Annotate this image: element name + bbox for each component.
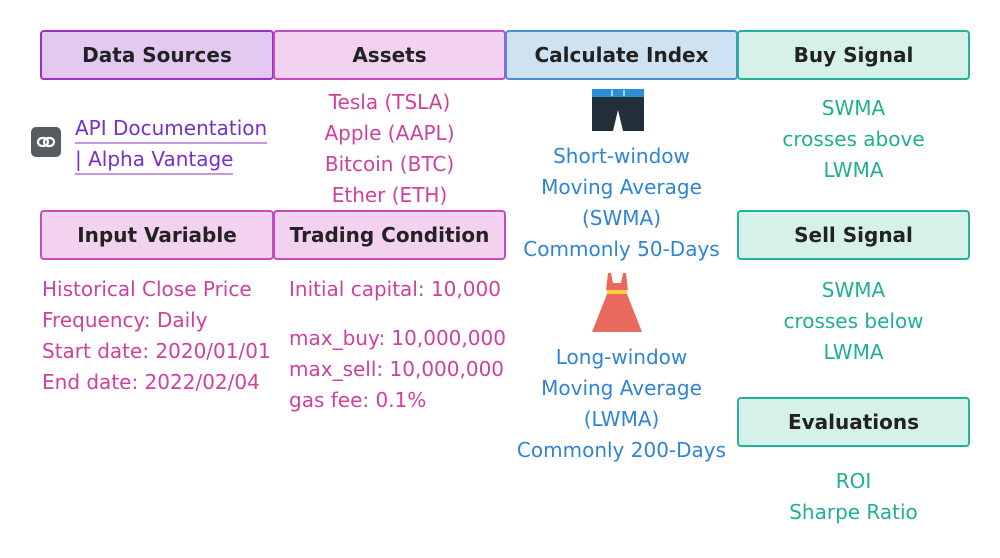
evaluation-item: Sharpe Ratio: [789, 500, 918, 524]
header-data-sources: Data Sources: [40, 30, 274, 80]
header-trading-condition-label: Trading Condition: [289, 223, 490, 247]
buy-signal-line: crosses above: [782, 127, 925, 151]
link-line-1[interactable]: API Documentation: [75, 114, 268, 144]
asset-item: Tesla (TSLA): [328, 90, 451, 114]
asset-item: Apple (AAPL): [324, 121, 455, 145]
trading-limits: max_buy: 10,000,000 max_sell: 10,000,000…: [289, 323, 506, 416]
swma-line: (SWMA): [581, 206, 661, 230]
alpha-vantage-link[interactable]: API Documentation | Alpha Vantage: [75, 113, 268, 175]
lwma-line: Long-window: [555, 345, 688, 369]
max-sell: max_sell: 10,000,000: [289, 357, 505, 381]
evaluations-text: ROI Sharpe Ratio: [737, 466, 970, 528]
header-data-sources-label: Data Sources: [82, 43, 232, 67]
header-evaluations: Evaluations: [737, 397, 970, 447]
header-assets: Assets: [273, 30, 506, 80]
lwma-line: (LWMA): [583, 407, 660, 431]
assets-list: Tesla (TSLA) Apple (AAPL) Bitcoin (BTC) …: [273, 87, 506, 211]
input-variable-line: Start date: 2020/01/01: [42, 339, 271, 363]
input-variable-line: Historical Close Price: [42, 277, 252, 301]
header-evaluations-label: Evaluations: [787, 410, 920, 434]
asset-item: Bitcoin (BTC): [324, 152, 455, 176]
swma-line: Moving Average: [541, 175, 702, 199]
header-trading-condition: Trading Condition: [273, 210, 506, 260]
sell-signal-line: SWMA: [821, 278, 886, 302]
buy-signal-text: SWMA crosses above LWMA: [737, 93, 970, 186]
max-buy: max_buy: 10,000,000: [289, 326, 506, 350]
lwma-line: Commonly 200-Days: [516, 438, 727, 462]
input-variable-text: Historical Close Price Frequency: Daily …: [42, 274, 271, 398]
swma-line: Commonly 50-Days: [523, 237, 720, 261]
link-line-2[interactable]: | Alpha Vantage: [75, 145, 234, 175]
sell-signal-text: SWMA crosses below LWMA: [737, 275, 970, 368]
gas-fee: gas fee: 0.1%: [289, 388, 427, 412]
swma-line: Short-window: [553, 144, 690, 168]
header-input-variable: Input Variable: [40, 210, 274, 260]
link-icon[interactable]: [31, 127, 61, 157]
header-sell-signal: Sell Signal: [737, 210, 970, 260]
buy-signal-line: SWMA: [821, 96, 886, 120]
buy-signal-line: LWMA: [823, 158, 884, 182]
dress-icon: [589, 272, 645, 338]
header-assets-label: Assets: [352, 43, 427, 67]
header-calculate-index: Calculate Index: [505, 30, 738, 80]
swma-description: Short-window Moving Average (SWMA) Commo…: [505, 141, 738, 265]
trading-capital: Initial capital: 10,000: [289, 274, 501, 305]
input-variable-line: Frequency: Daily: [42, 308, 208, 332]
header-calculate-index-label: Calculate Index: [534, 43, 709, 67]
lwma-description: Long-window Moving Average (LWMA) Common…: [505, 342, 738, 466]
header-buy-signal: Buy Signal: [737, 30, 970, 80]
header-buy-signal-label: Buy Signal: [793, 43, 914, 67]
header-input-variable-label: Input Variable: [77, 223, 237, 247]
sell-signal-line: LWMA: [823, 340, 884, 364]
asset-item: Ether (ETH): [331, 183, 448, 207]
evaluation-item: ROI: [835, 469, 872, 493]
input-variable-line: End date: 2022/02/04: [42, 370, 260, 394]
lwma-line: Moving Average: [541, 376, 702, 400]
initial-capital: Initial capital: 10,000: [289, 277, 501, 301]
header-sell-signal-label: Sell Signal: [794, 223, 913, 247]
shorts-icon: [590, 88, 646, 136]
sell-signal-line: crosses below: [783, 309, 924, 333]
